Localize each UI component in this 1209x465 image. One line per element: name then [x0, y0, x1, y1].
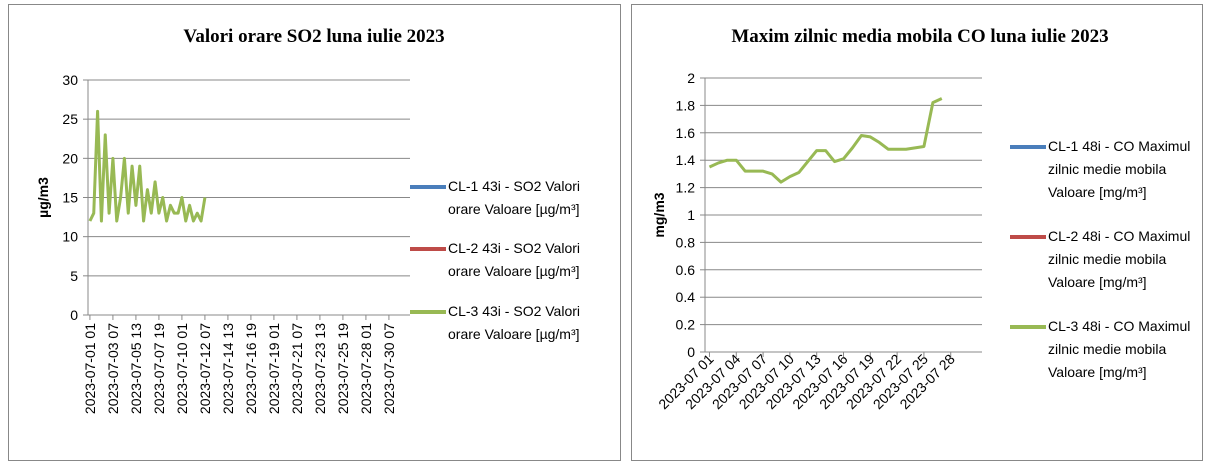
legend-item: CL-2 48i - CO Maximul zilnic medie mobil…	[1010, 225, 1200, 294]
y-tick-label: 30	[62, 72, 78, 88]
x-tick-label: 2023-07-19 01	[266, 323, 282, 414]
y-tick-label: 0.8	[676, 234, 696, 250]
y-axis-label: mg/m3	[651, 192, 667, 237]
y-tick-label: 0	[687, 344, 695, 360]
y-tick-label: 0.6	[676, 262, 696, 278]
x-tick-label: 2023-07-16 19	[243, 323, 259, 414]
legend-label: CL-2 48i - CO Maximul zilnic medie mobil…	[1048, 228, 1191, 290]
legend-label: CL-1 43i - SO2 Valori orare Valoare [µg/…	[448, 178, 581, 217]
legend-label: CL-1 48i - CO Maximul zilnic medie mobil…	[1048, 138, 1191, 200]
legend-item: CL-2 43i - SO2 Valori orare Valoare [µg/…	[410, 237, 610, 283]
legend-label: CL-3 43i - SO2 Valori orare Valoare [µg/…	[448, 303, 581, 342]
y-tick-label: 0.2	[676, 317, 696, 333]
legend-swatch	[410, 310, 446, 314]
series-line	[708, 97, 943, 184]
legend-item: CL-3 48i - CO Maximul zilnic medie mobil…	[1010, 315, 1200, 384]
y-tick-label: 0.4	[676, 289, 696, 305]
series-line	[88, 109, 207, 223]
x-tick-label: 2023-07-14 13	[220, 323, 236, 414]
y-tick-label: 0	[70, 307, 78, 323]
x-tick-label: 2023-07-25 19	[335, 323, 351, 414]
legend-label: CL-2 43i - SO2 Valori orare Valoare [µg/…	[448, 240, 581, 279]
x-tick-label: 2023-07-01 01	[82, 323, 98, 414]
y-tick-label: 20	[62, 150, 78, 166]
legend-item: CL-1 43i - SO2 Valori orare Valoare [µg/…	[410, 175, 610, 221]
x-tick-label: 2023-07-28 01	[358, 323, 374, 414]
chart-title: Maxim zilnic media mobila CO luna iulie …	[731, 26, 1108, 47]
legend-swatch	[410, 185, 446, 189]
x-tick-label: 2023-07-23 13	[312, 323, 328, 414]
x-tick-label: 2023-07-05 13	[128, 323, 144, 414]
y-tick-label: 2	[687, 70, 695, 86]
legend-swatch	[1010, 235, 1046, 239]
y-tick-label: 25	[62, 111, 78, 127]
legend-swatch	[1010, 145, 1046, 149]
x-tick-label: 2023-07-07 19	[151, 323, 167, 414]
y-tick-label: 1.8	[676, 97, 696, 113]
legend-swatch	[1010, 325, 1046, 329]
legend-label: CL-3 48i - CO Maximul zilnic medie mobil…	[1048, 318, 1191, 380]
legend-item: CL-1 48i - CO Maximul zilnic medie mobil…	[1010, 135, 1200, 204]
y-tick-label: 1.4	[676, 152, 696, 168]
y-tick-label: 1.2	[676, 180, 696, 196]
y-tick-label: 5	[70, 268, 78, 284]
x-tick-label: 2023-07-03 07	[105, 323, 121, 414]
legend-item: CL-3 43i - SO2 Valori orare Valoare [µg/…	[410, 300, 610, 346]
y-tick-label: 15	[62, 190, 78, 206]
x-tick-label: 2023-07-30 07	[381, 323, 397, 414]
x-tick-label: 2023-07-21 07	[289, 323, 305, 414]
y-tick-label: 10	[62, 229, 78, 245]
chart-title: Valori orare SO2 luna iulie 2023	[183, 26, 444, 47]
legend-swatch	[410, 247, 446, 251]
y-tick-label: 1	[687, 207, 695, 223]
y-tick-label: 1.6	[676, 125, 696, 141]
x-tick-label: 2023-07-12 07	[197, 323, 213, 414]
panel	[631, 4, 1203, 461]
x-tick-label: 2023-07-10 01	[174, 323, 190, 414]
y-axis-label: µg/m3	[35, 177, 51, 218]
